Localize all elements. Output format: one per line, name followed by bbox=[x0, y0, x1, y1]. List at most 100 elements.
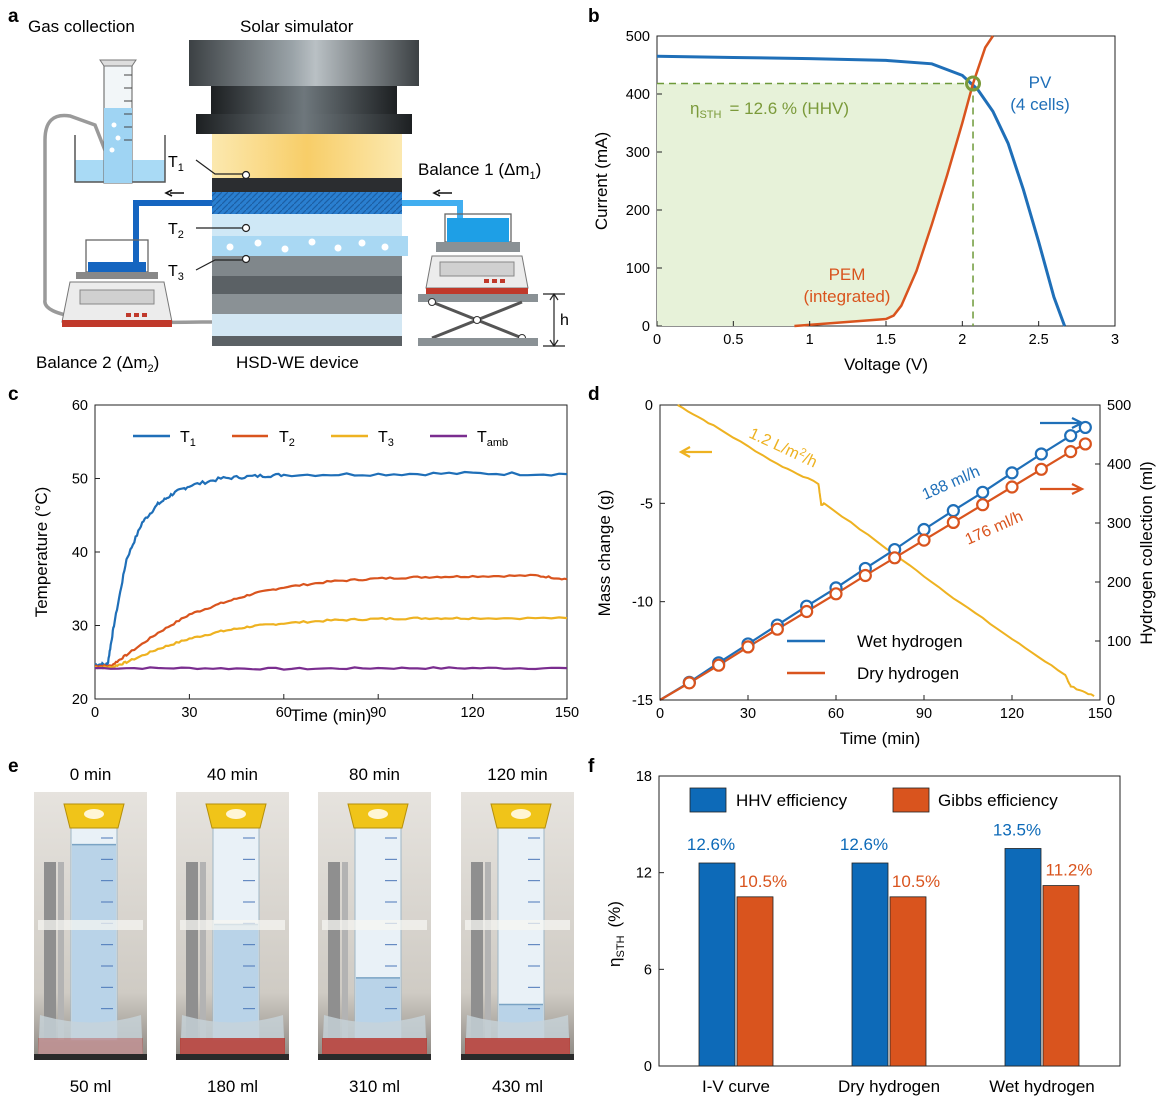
legend-hhv-swatch bbox=[689, 787, 727, 813]
dry-hydrogen-point bbox=[800, 604, 814, 619]
balance2-feet bbox=[62, 320, 172, 327]
panel-letter-f: f bbox=[588, 756, 595, 777]
balance1-display bbox=[439, 261, 515, 277]
cylinder-photo bbox=[318, 792, 431, 1060]
legend-gibbs-label: Gibbs efficiency bbox=[938, 791, 1058, 810]
stand-rod bbox=[342, 862, 348, 1040]
iv-x-tick-label: 1 bbox=[806, 332, 814, 348]
legend-gibbs-swatch bbox=[892, 787, 930, 813]
stand-rod bbox=[471, 862, 483, 1040]
wet-hydrogen-point bbox=[976, 485, 990, 499]
bar-legend: HHV efficiency Gibbs efficiency bbox=[689, 787, 1058, 813]
cylinder-photo bbox=[34, 792, 147, 1060]
solar-simulator-label: Solar simulator bbox=[240, 17, 354, 36]
mass-y-tick-label: 0 bbox=[645, 398, 653, 414]
hydrogen-y-tick-label: 100 bbox=[1107, 634, 1131, 650]
iv-y-axis-title: Current (mA) bbox=[592, 132, 611, 230]
photo-volume-label: 430 ml bbox=[492, 1077, 543, 1096]
iv-x-tick-label: 1.5 bbox=[876, 332, 896, 348]
wet-axis-arrow bbox=[1040, 417, 1085, 429]
height-label: h bbox=[560, 312, 569, 329]
wet-hydrogen-point bbox=[1064, 429, 1078, 443]
mass-x-ticks: 0 30 60 90 120 150 bbox=[656, 695, 1112, 722]
lamp-ring bbox=[211, 86, 397, 114]
bar-category-label: Dry hydrogen bbox=[838, 1077, 940, 1096]
device-water-layer bbox=[212, 214, 402, 236]
bar-y-tick-label: 6 bbox=[644, 962, 652, 978]
photo-base-shadow bbox=[318, 1054, 431, 1060]
dry-hydrogen-point bbox=[1078, 437, 1092, 451]
iv-y-tick-label: 500 bbox=[626, 29, 650, 45]
temp-x-tick-label: 30 bbox=[181, 705, 197, 721]
stopper-hole bbox=[511, 809, 531, 819]
iv-y-ticks: 0 100 200 300 400 500 bbox=[626, 29, 662, 335]
device-bubble-layer bbox=[212, 236, 408, 256]
panel-letter-e: e bbox=[8, 756, 19, 777]
device-bottom-layer bbox=[212, 314, 402, 336]
collection-bubbles bbox=[109, 122, 121, 153]
photo-time-label: 40 min bbox=[207, 765, 258, 784]
mass-x-tick-label: 120 bbox=[1000, 706, 1024, 722]
dry-hydrogen-point bbox=[888, 551, 902, 565]
iv-x-axis-title: Voltage (V) bbox=[844, 355, 928, 374]
dry-hydrogen-line bbox=[659, 442, 1086, 701]
temp-y-ticks: 20 30 40 50 60 bbox=[72, 398, 100, 708]
mass-hydrogen-chart: 0 30 60 90 120 150 0 -5 -10 -15 0 100 200 300 400 500… bbox=[595, 398, 1156, 748]
temp-y-tick-label: 20 bbox=[72, 692, 88, 708]
lab-jack-top bbox=[418, 294, 538, 302]
t1-line bbox=[94, 470, 568, 669]
mass-x-tick-label: 0 bbox=[656, 706, 664, 722]
clamp-band bbox=[465, 920, 570, 930]
stopper-hole bbox=[368, 809, 388, 819]
dry-hydrogen-point bbox=[858, 568, 872, 583]
mass-y-axis-title: Mass change (g) bbox=[595, 490, 614, 617]
wet-hydrogen-point bbox=[1078, 420, 1092, 435]
bar-category-label: Wet hydrogen bbox=[989, 1077, 1095, 1096]
legend-t2-label: T2 bbox=[279, 429, 295, 449]
dry-hydrogen-points bbox=[682, 437, 1092, 690]
gibbs-bar bbox=[889, 896, 927, 1067]
bar-y-tick-label: 18 bbox=[636, 769, 652, 785]
bar-y-axis-title: ηSTH(%) bbox=[605, 901, 627, 967]
temp-x-tick-label: 120 bbox=[460, 705, 484, 721]
legend-dry-label: Dry hydrogen bbox=[857, 664, 959, 683]
cylinder-water bbox=[214, 924, 258, 1040]
balance1-buttons bbox=[484, 279, 505, 283]
temp-y-tick-label: 50 bbox=[72, 472, 88, 488]
temp-x-tick-label: 90 bbox=[370, 705, 386, 721]
balance2-buttons bbox=[126, 313, 147, 317]
dry-hydrogen-point bbox=[1005, 480, 1019, 494]
inlet-tube bbox=[402, 200, 463, 225]
temp-x-tick-label: 60 bbox=[276, 705, 292, 721]
wet-hydrogen-point bbox=[1005, 466, 1019, 480]
iv-chart: 0 0.5 1 1.5 2 2.5 3 0 100 200 300 400 500 Voltage (… bbox=[592, 29, 1119, 374]
temp-y-axis-title: Temperature (°C) bbox=[32, 487, 51, 618]
mass-rate-label: 1.2 L/m2/h bbox=[746, 423, 820, 471]
hhv-bar-label: 13.5% bbox=[993, 821, 1041, 840]
panel-letter-b: b bbox=[588, 6, 600, 27]
legend-t1-label: T1 bbox=[180, 429, 196, 449]
photo-base-shadow bbox=[176, 1054, 289, 1060]
gibbs-bar-label: 11.2% bbox=[1046, 861, 1093, 880]
dry-hydrogen-point bbox=[976, 498, 990, 512]
temp-x-ticks: 0 30 60 90 120 150 bbox=[91, 694, 579, 721]
device-layer-5 bbox=[212, 276, 402, 294]
stopper-hole bbox=[84, 809, 104, 819]
hhv-bar bbox=[851, 862, 889, 1067]
stand-rod bbox=[186, 862, 198, 1040]
device-layer-6 bbox=[212, 294, 402, 314]
dry-hydrogen-point bbox=[1064, 445, 1078, 459]
dry-axis-arrow bbox=[1040, 483, 1085, 495]
balance2-label: Balance 2 (Δm2) bbox=[36, 353, 159, 375]
hydrogen-y-axis-title: Hydrogen collection (ml) bbox=[1137, 461, 1156, 644]
hydrogen-y-tick-label: 0 bbox=[1107, 693, 1115, 709]
balance2-pan bbox=[76, 272, 158, 279]
wet-hydrogen-point bbox=[1034, 447, 1048, 461]
lab-jack-base bbox=[418, 338, 538, 346]
cylinder-photo bbox=[461, 792, 574, 1060]
iv-y-tick-label: 100 bbox=[626, 261, 650, 277]
gibbs-bar-label: 10.5% bbox=[892, 872, 940, 891]
stand-rod bbox=[44, 862, 56, 1040]
